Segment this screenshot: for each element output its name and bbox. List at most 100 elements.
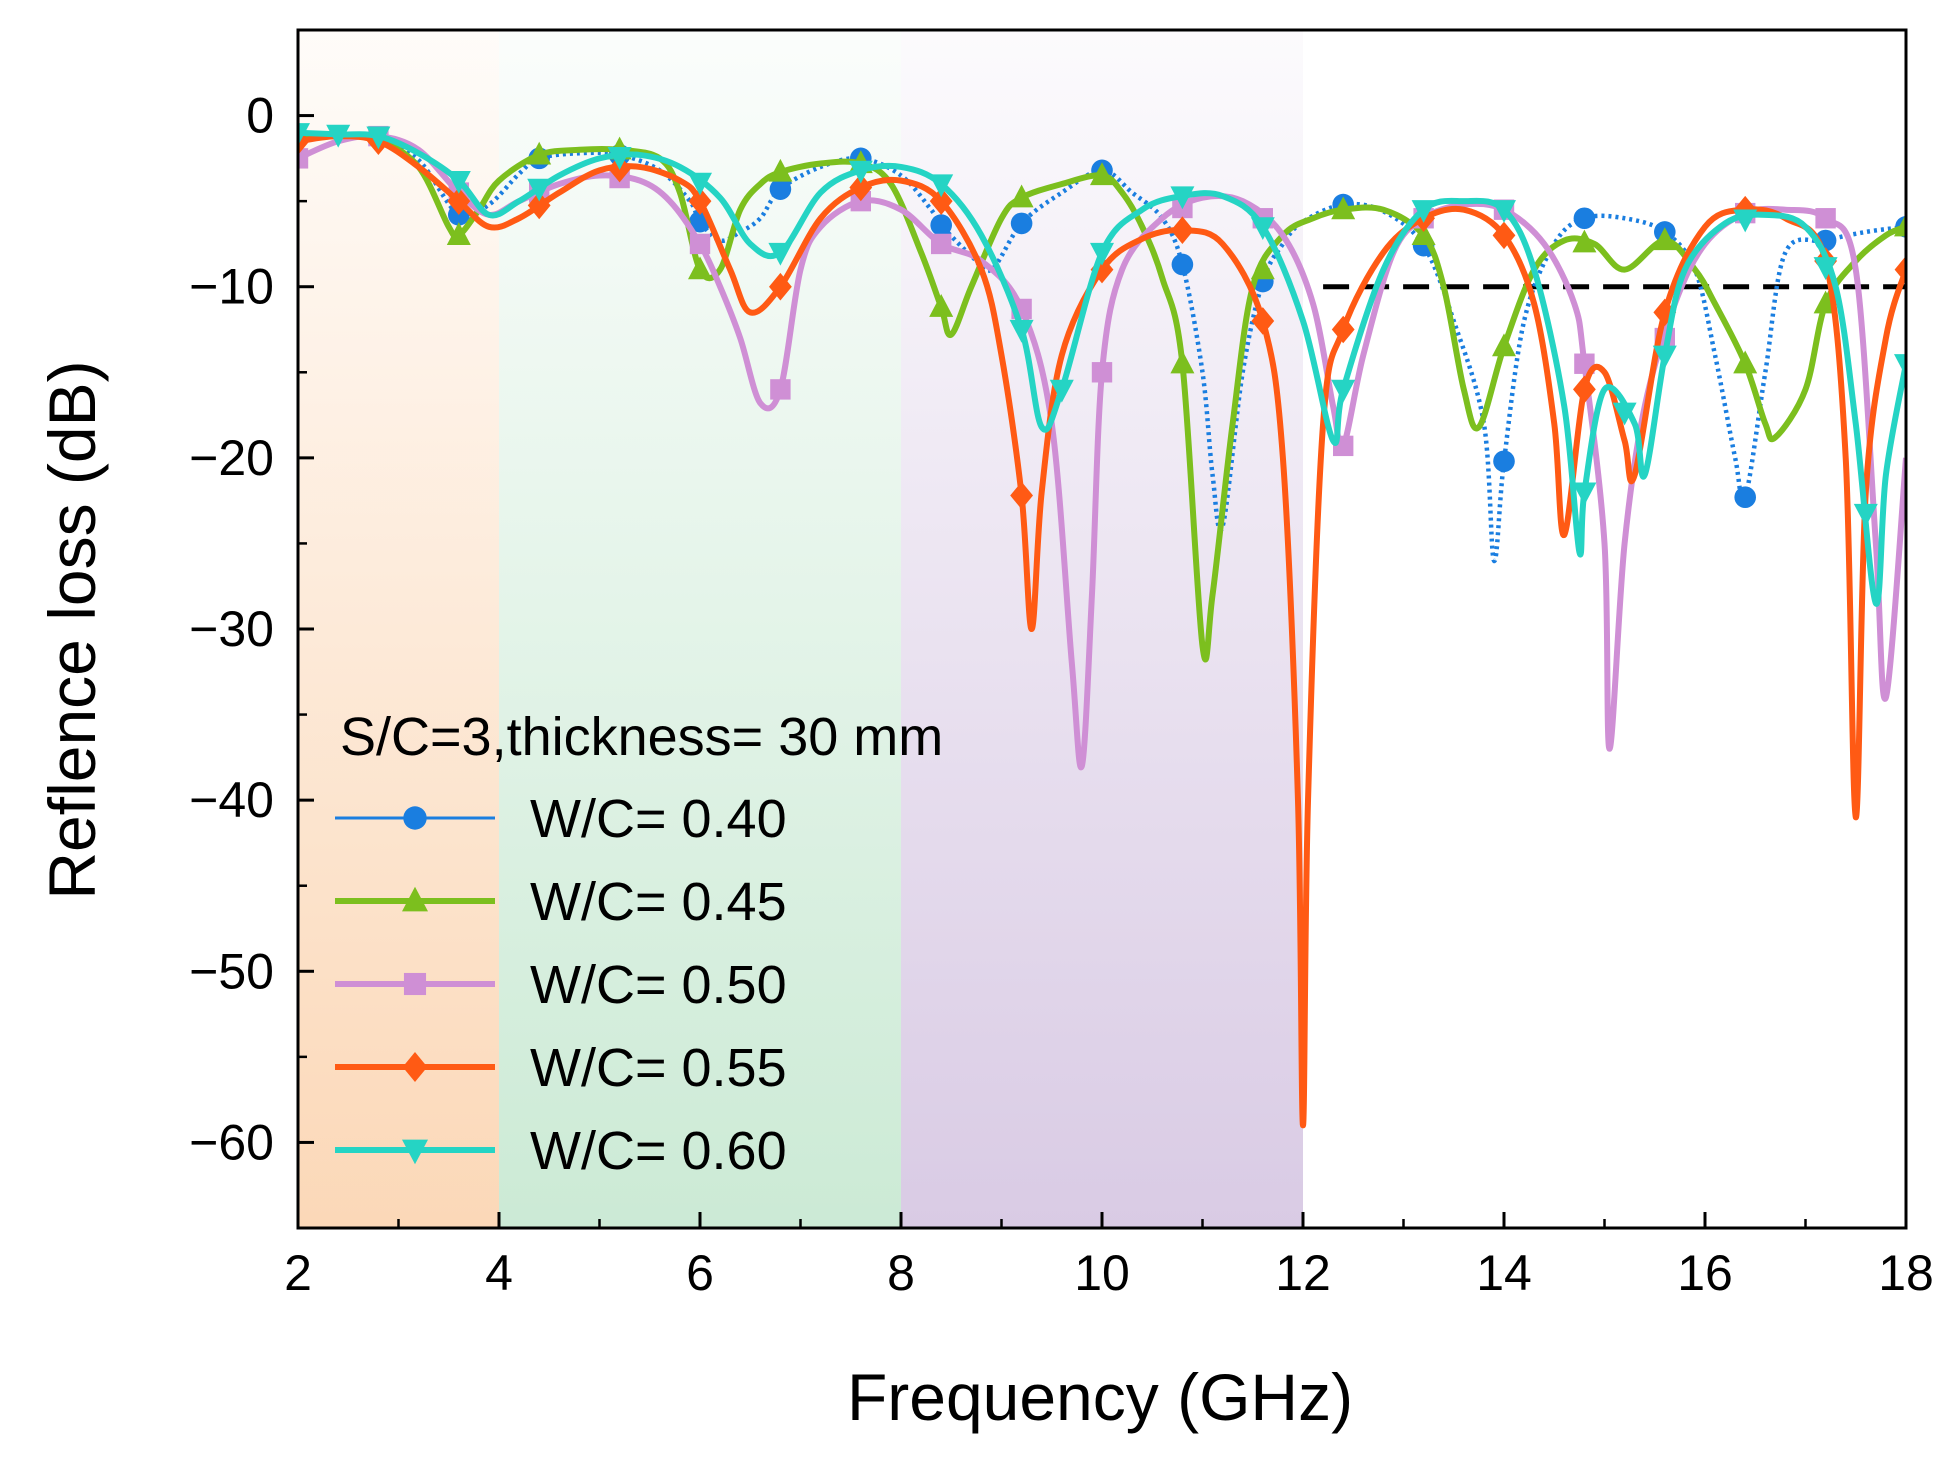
data-point-marker: [1612, 402, 1637, 426]
data-point-marker: [527, 141, 552, 165]
data-point-marker: [1009, 184, 1034, 208]
data-point-marker: [770, 379, 791, 400]
data-point-marker: [1573, 207, 1596, 230]
data-point-marker: [326, 124, 351, 148]
y-tick-label: −40: [189, 772, 274, 828]
y-tick-label: 0: [246, 88, 274, 144]
y-tick-label: −50: [189, 943, 274, 999]
data-point-marker: [446, 171, 471, 194]
legend-swatch-marker: [402, 886, 428, 912]
data-point-marker: [1652, 345, 1677, 369]
data-point-marker: [1250, 217, 1275, 241]
axes: 2 4 6 8 10 12 14 16 18 0 −10 −20 −30 −40 −50 −60: [189, 28, 1934, 1301]
data-point-marker: [1894, 354, 1906, 377]
x-axis-title: Frequency (GHz): [847, 1360, 1353, 1434]
data-point-marker: [769, 272, 792, 301]
data-point-marker: [1493, 450, 1515, 473]
data-point-marker: [1331, 379, 1356, 403]
data-point-marker: [1411, 200, 1436, 223]
data-point-marker: [1815, 208, 1836, 229]
data-point-marker: [607, 147, 632, 170]
data-point-marker: [929, 174, 954, 198]
data-point-marker: [1090, 242, 1114, 266]
data-point-marker: [1894, 255, 1906, 284]
series-line: [298, 133, 1906, 1129]
legend-label: W/C= 0.50: [530, 955, 787, 1015]
data-point-marker: [1572, 229, 1597, 253]
data-point-marker: [929, 187, 953, 215]
data-point-marker: [1091, 362, 1113, 383]
legend-entry-wc-0.40: W/C= 0.40: [335, 789, 787, 849]
legend-entry-wc-0.50: W/C= 0.50: [335, 955, 787, 1015]
x-tick-label: 4: [485, 1245, 513, 1301]
legend-swatch-marker: [402, 1139, 428, 1165]
data-point-marker: [1853, 503, 1878, 527]
data-point-marker: [1090, 162, 1114, 186]
x-tick-label: 18: [1878, 1245, 1934, 1301]
x-tick-label: 2: [284, 1245, 312, 1301]
data-point-marker: [1010, 212, 1033, 235]
data-point-marker: [1734, 486, 1756, 509]
legend-entry-wc-0.60: W/C= 0.60: [335, 1121, 787, 1181]
series-wc-0.60: [298, 123, 1906, 607]
data-point-marker: [769, 178, 792, 200]
legend-swatch-marker: [402, 1052, 428, 1082]
data-point-marker: [1009, 319, 1034, 343]
data-point-marker: [849, 173, 873, 202]
legend-label: W/C= 0.55: [530, 1038, 787, 1098]
data-point-marker: [1331, 315, 1355, 344]
data-point-marker: [1492, 221, 1516, 250]
data-point-marker: [1573, 375, 1596, 404]
data-point-marker: [931, 233, 952, 255]
legend-label: W/C= 0.45: [530, 872, 787, 932]
data-point-marker: [1251, 307, 1275, 335]
frequency-bands: [298, 30, 1303, 1228]
data-point-marker: [1733, 350, 1758, 374]
legend-entry-wc-0.45: W/C= 0.45: [335, 872, 787, 932]
data-point-marker: [689, 233, 711, 255]
x-tick-label: 12: [1275, 1245, 1331, 1301]
y-tick-label: −20: [189, 430, 274, 486]
series-line: [298, 129, 1906, 607]
data-point-marker: [1894, 213, 1906, 237]
data-point-marker: [447, 187, 471, 215]
data-point-marker: [1492, 333, 1516, 357]
data-point-marker: [848, 160, 873, 184]
data-point-marker: [1170, 350, 1195, 374]
data-point-marker: [768, 158, 793, 182]
data-point-marker: [688, 187, 712, 215]
data-point-marker: [930, 214, 952, 236]
y-tick-label: −10: [189, 259, 274, 315]
series-layer: [298, 123, 1906, 1129]
data-point-marker: [688, 256, 712, 280]
y-tick-label: −30: [189, 601, 274, 657]
legend: S/C=3,thickness= 30 mm W/C= 0.40 W/C= 0.4…: [335, 707, 943, 1181]
data-point-marker: [1733, 209, 1758, 233]
legend-label: W/C= 0.40: [530, 789, 787, 849]
data-point-marker: [929, 294, 954, 317]
x-tick-label: 10: [1074, 1245, 1130, 1301]
data-point-marker: [527, 178, 552, 202]
data-point-marker: [1813, 257, 1838, 280]
x-tick-label: 6: [686, 1245, 714, 1301]
data-point-marker: [1171, 253, 1194, 276]
data-point-marker: [1652, 227, 1677, 251]
data-point-marker: [298, 123, 310, 146]
data-point-marker: [446, 222, 471, 245]
data-point-marker: [1250, 256, 1275, 280]
legend-label: W/C= 0.60: [530, 1121, 787, 1181]
legend-swatch-marker: [403, 972, 427, 996]
x-tick-label: 14: [1476, 1245, 1532, 1301]
data-point-marker: [1049, 379, 1074, 403]
data-point-marker: [1572, 482, 1597, 506]
data-point-marker: [527, 191, 551, 220]
x-tick-label: 8: [887, 1245, 915, 1301]
y-tick-label: −60: [189, 1114, 274, 1170]
band-8-12-ghz: [901, 30, 1303, 1228]
data-point-marker: [1331, 196, 1356, 220]
legend-title: S/C=3,thickness= 30 mm: [340, 707, 943, 767]
x-tick-label: 16: [1677, 1245, 1733, 1301]
y-axis-title: Reflence loss (dB): [35, 360, 109, 899]
